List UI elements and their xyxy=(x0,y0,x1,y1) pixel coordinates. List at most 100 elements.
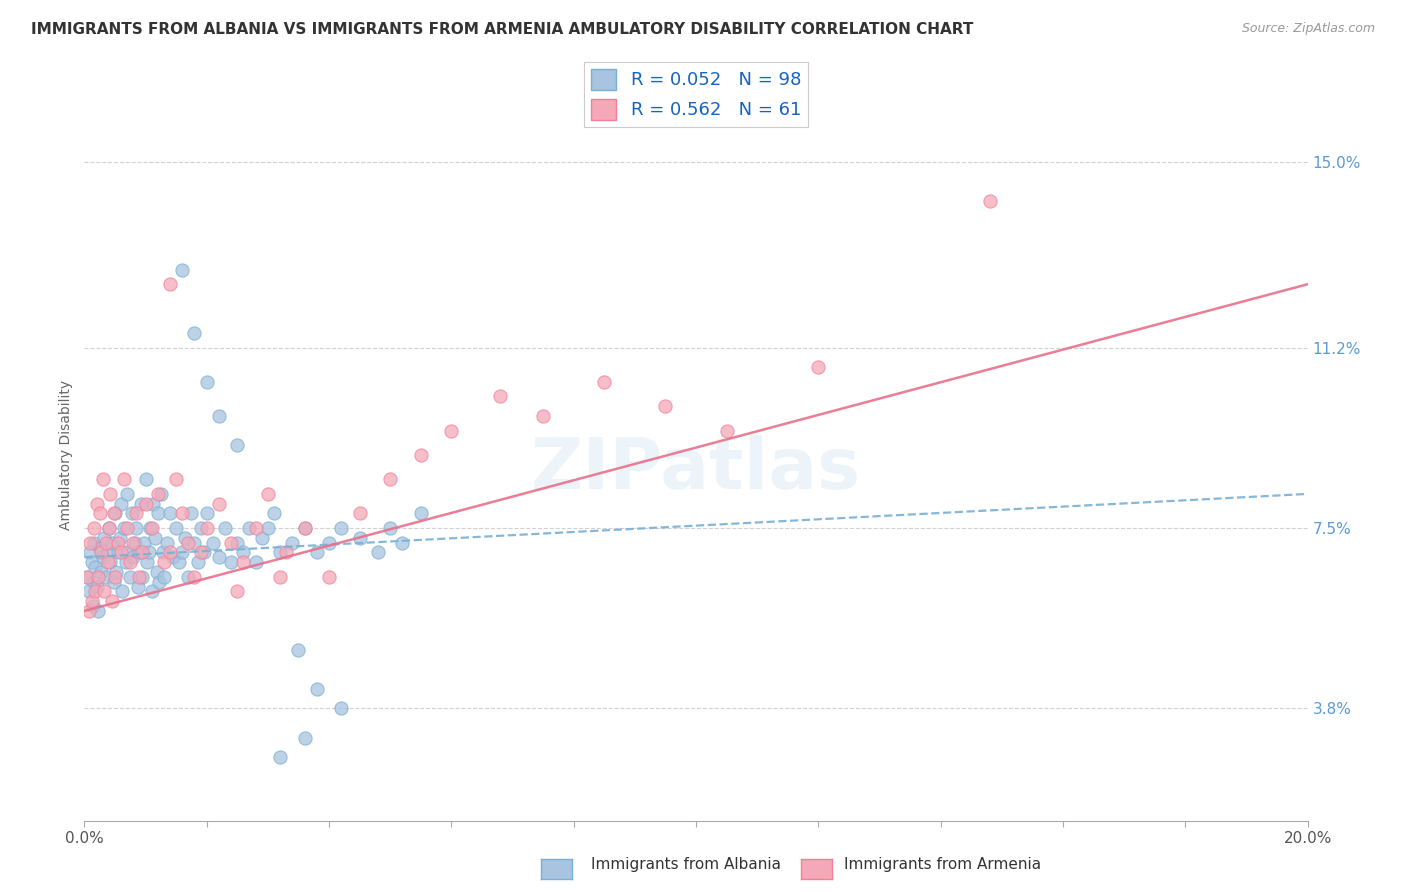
Point xyxy=(87,604,110,618)
Point xyxy=(145,565,167,579)
Point xyxy=(177,570,200,584)
Point xyxy=(80,555,103,569)
Point xyxy=(153,555,176,569)
Point xyxy=(214,521,236,535)
Point xyxy=(156,535,179,549)
Point xyxy=(84,584,107,599)
Text: Immigrants from Armenia: Immigrants from Armenia xyxy=(844,857,1040,872)
Point xyxy=(201,535,224,549)
Point xyxy=(101,594,124,608)
Point xyxy=(245,521,267,535)
Point xyxy=(349,507,371,521)
Point xyxy=(167,555,190,569)
Point xyxy=(91,550,114,565)
Point xyxy=(112,521,135,535)
Point xyxy=(146,487,169,501)
Point xyxy=(115,487,138,501)
Point xyxy=(294,521,316,535)
Point xyxy=(593,375,616,389)
Point xyxy=(122,550,145,565)
Point xyxy=(186,555,208,569)
Text: Source: ZipAtlas.com: Source: ZipAtlas.com xyxy=(1241,22,1375,36)
Point xyxy=(195,521,218,535)
Point xyxy=(110,497,132,511)
Point xyxy=(238,521,260,535)
Point xyxy=(86,580,108,594)
Point xyxy=(138,545,160,559)
Point xyxy=(305,545,328,559)
Point xyxy=(183,326,205,340)
Point xyxy=(97,555,120,569)
Point xyxy=(245,555,267,569)
Point xyxy=(146,507,169,521)
Point xyxy=(318,535,340,549)
Point xyxy=(80,594,103,608)
Point xyxy=(294,521,316,535)
Point xyxy=(367,545,389,559)
Point xyxy=(143,531,166,545)
Point xyxy=(294,731,316,745)
Point xyxy=(226,535,249,549)
Point xyxy=(124,535,146,549)
Point xyxy=(103,574,125,589)
Point xyxy=(86,497,108,511)
Point xyxy=(287,643,309,657)
Point xyxy=(232,555,254,569)
Point xyxy=(104,507,127,521)
Point xyxy=(190,545,212,559)
Point xyxy=(226,438,249,452)
Point xyxy=(305,681,328,696)
Point xyxy=(276,545,298,559)
Point xyxy=(142,497,165,511)
Point xyxy=(104,570,127,584)
Point xyxy=(807,360,830,375)
Point xyxy=(440,424,463,438)
Point xyxy=(97,521,120,535)
Point xyxy=(90,565,112,579)
Point xyxy=(97,521,120,535)
Point xyxy=(131,545,153,559)
Point xyxy=(165,521,187,535)
Point xyxy=(219,555,242,569)
Point xyxy=(125,521,148,535)
Point xyxy=(391,535,413,549)
Point xyxy=(121,507,143,521)
Legend: R = 0.052   N = 98, R = 0.562   N = 61: R = 0.052 N = 98, R = 0.562 N = 61 xyxy=(583,62,808,127)
Point xyxy=(409,507,432,521)
Point xyxy=(77,584,100,599)
Point xyxy=(112,472,135,486)
Point xyxy=(111,584,134,599)
Point xyxy=(979,194,1001,209)
Point xyxy=(93,584,115,599)
Point xyxy=(101,535,124,549)
Point xyxy=(159,277,181,292)
Point xyxy=(193,545,215,559)
Point xyxy=(174,531,197,545)
Point xyxy=(120,555,142,569)
Point xyxy=(128,545,150,559)
Point xyxy=(94,535,117,549)
Point xyxy=(120,570,142,584)
Point xyxy=(195,375,218,389)
Point xyxy=(84,560,107,574)
Point xyxy=(87,570,110,584)
Point xyxy=(135,472,157,486)
Point xyxy=(134,535,156,549)
Point xyxy=(257,521,280,535)
Point xyxy=(93,531,115,545)
Point xyxy=(83,521,105,535)
Point xyxy=(110,545,132,559)
Point xyxy=(122,535,145,549)
Point xyxy=(159,507,181,521)
Point xyxy=(263,507,285,521)
Point xyxy=(172,545,194,559)
Point xyxy=(83,535,105,549)
Point xyxy=(107,535,129,549)
Point xyxy=(208,409,231,423)
Point xyxy=(489,389,512,403)
Point xyxy=(77,604,100,618)
Point xyxy=(141,521,163,535)
Point xyxy=(172,507,194,521)
Point xyxy=(97,545,120,559)
Point xyxy=(79,545,101,559)
